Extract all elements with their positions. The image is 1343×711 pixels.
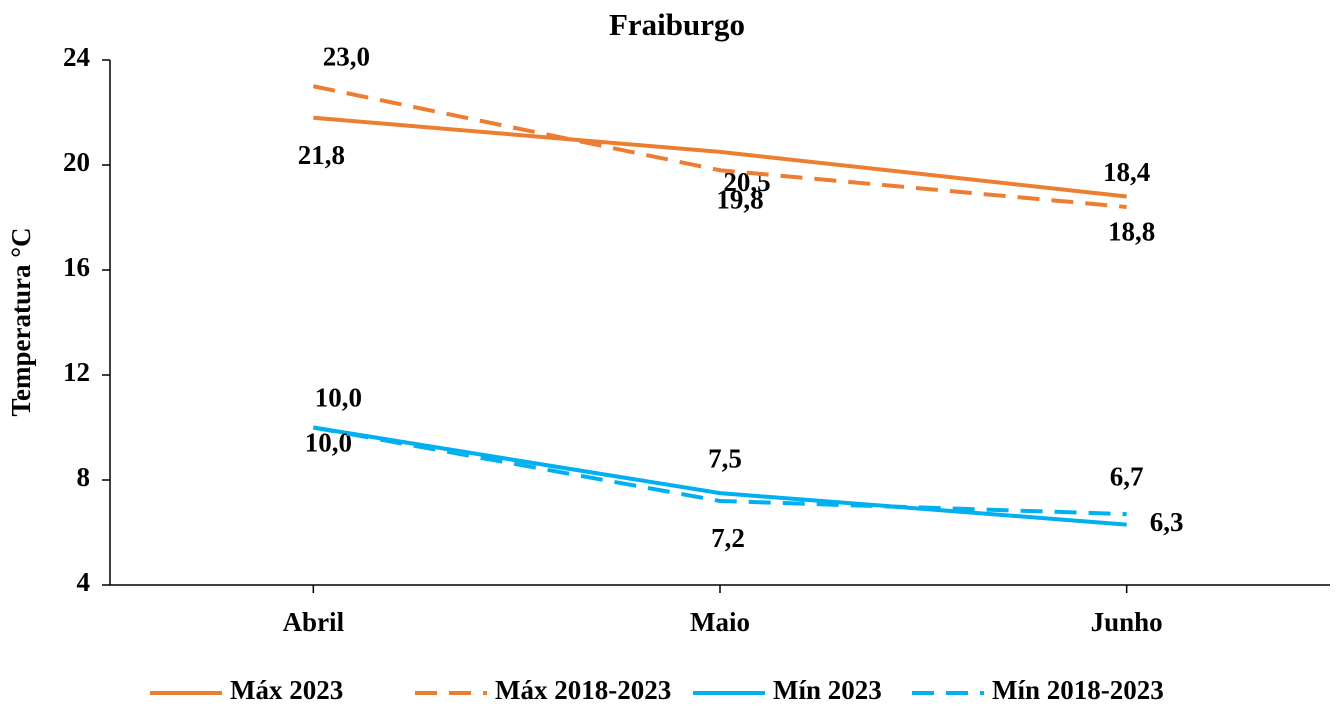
data-label: 6,7 bbox=[1110, 461, 1144, 491]
y-tick-label: 20 bbox=[63, 147, 90, 177]
y-tick-label: 16 bbox=[63, 252, 90, 282]
data-label: 10,0 bbox=[315, 383, 362, 413]
y-tick-label: 8 bbox=[77, 462, 91, 492]
data-label: 23,0 bbox=[323, 41, 370, 71]
data-label: 10,0 bbox=[305, 428, 352, 458]
legend-label: Máx 2023 bbox=[230, 675, 343, 705]
y-axis-label: Temperatura °C bbox=[6, 227, 36, 416]
data-label: 21,8 bbox=[298, 140, 345, 170]
series-line bbox=[312, 425, 1127, 517]
data-label: 18,4 bbox=[1103, 157, 1150, 187]
series-line bbox=[312, 84, 1127, 209]
y-tick-label: 24 bbox=[63, 42, 90, 72]
y-tick-label: 12 bbox=[63, 357, 90, 387]
data-label: 6,3 bbox=[1150, 507, 1184, 537]
x-tick-label: Abril bbox=[283, 607, 345, 637]
series-line bbox=[313, 115, 1127, 199]
legend-label: Máx 2018-2023 bbox=[495, 675, 671, 705]
data-label: 18,8 bbox=[1108, 217, 1155, 247]
x-tick-label: Junho bbox=[1091, 607, 1163, 637]
chart-title: Fraiburgo bbox=[609, 7, 745, 42]
data-label: 7,2 bbox=[711, 523, 745, 553]
legend-label: Mín 2023 bbox=[773, 675, 882, 705]
data-label: 19,8 bbox=[716, 184, 763, 214]
series-line bbox=[313, 425, 1127, 527]
y-tick-label: 4 bbox=[77, 567, 91, 597]
legend-label: Mín 2018-2023 bbox=[992, 675, 1164, 705]
x-tick-label: Maio bbox=[690, 607, 750, 637]
data-label: 7,5 bbox=[708, 443, 742, 473]
